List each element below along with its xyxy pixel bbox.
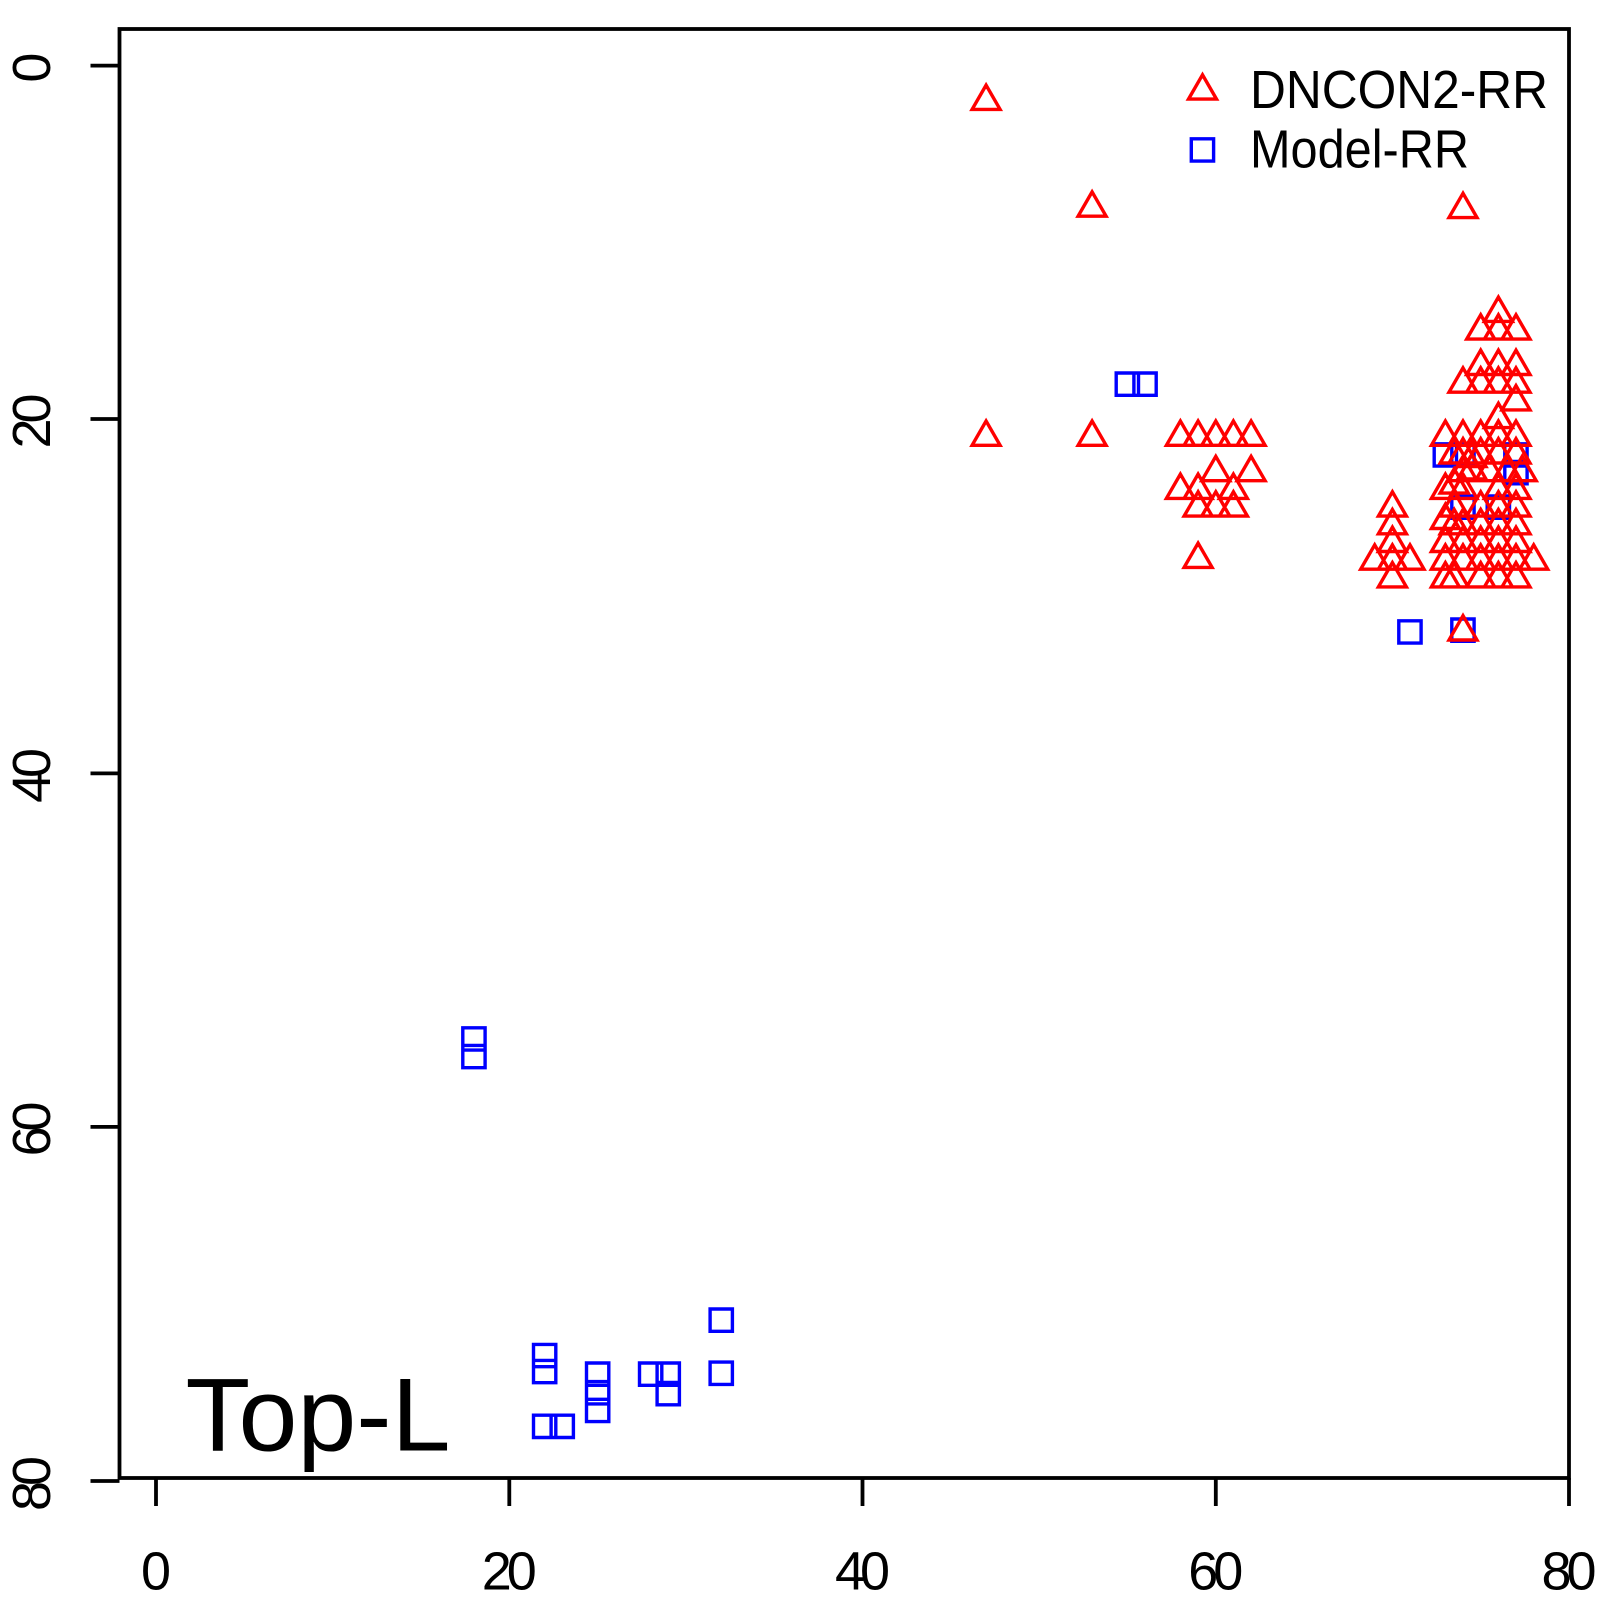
svg-text:40: 40 [835,1542,890,1600]
svg-text:60: 60 [2,1101,62,1156]
svg-text:20: 20 [482,1542,537,1600]
svg-text:60: 60 [1188,1542,1243,1600]
svg-text:0: 0 [2,53,62,83]
svg-text:Top-L: Top-L [186,1358,451,1474]
svg-text:80: 80 [2,1456,62,1511]
svg-text:DNCON2-RR: DNCON2-RR [1250,60,1548,120]
svg-text:20: 20 [2,394,62,449]
svg-text:80: 80 [1542,1542,1597,1600]
svg-text:0: 0 [141,1542,171,1600]
svg-text:40: 40 [2,748,62,803]
svg-text:Model-RR: Model-RR [1250,120,1469,180]
